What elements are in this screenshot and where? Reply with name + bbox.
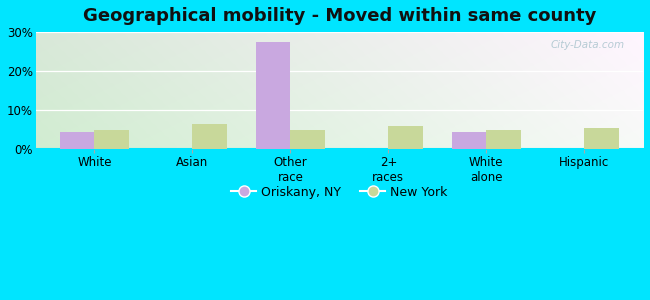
Bar: [486, 130, 521, 149]
Bar: [60, 132, 94, 149]
Bar: [388, 126, 423, 149]
Bar: [291, 130, 325, 149]
Bar: [256, 42, 291, 149]
Legend: Oriskany, NY, New York: Oriskany, NY, New York: [226, 181, 452, 204]
Bar: [452, 132, 486, 149]
Bar: [94, 130, 129, 149]
Bar: [584, 128, 619, 149]
Bar: [192, 124, 227, 149]
Text: City-Data.com: City-Data.com: [551, 40, 625, 50]
Title: Geographical mobility - Moved within same county: Geographical mobility - Moved within sam…: [83, 7, 596, 25]
